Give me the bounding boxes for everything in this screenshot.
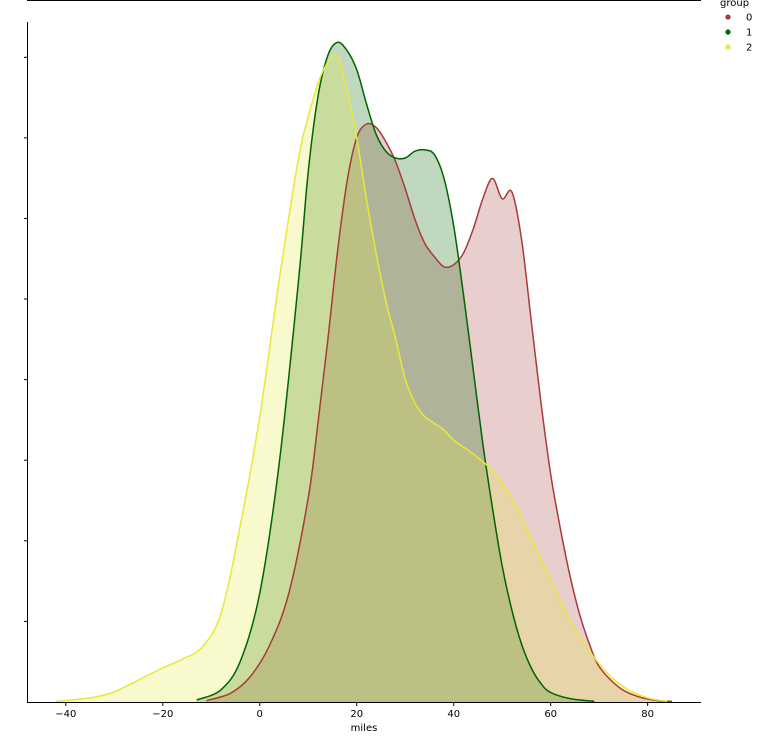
x-tick-label: 0 <box>257 709 263 720</box>
density-fill-group-0 <box>206 123 672 703</box>
legend-items: 0 1 2 <box>725 13 752 54</box>
x-tick-label: −40 <box>55 709 76 720</box>
legend-marker <box>725 14 731 20</box>
y-ticks <box>24 56 28 622</box>
density-fill-group-2 <box>56 54 668 702</box>
density-lines <box>56 41 672 703</box>
density-line-group-2 <box>56 53 668 703</box>
x-tick-label: 80 <box>641 709 654 720</box>
x-axis-label: miles <box>351 723 378 734</box>
legend-item-group-0: 0 <box>725 13 752 24</box>
x-tick-label: −20 <box>152 709 173 720</box>
legend-label: 2 <box>746 43 752 54</box>
density-fill-group-1 <box>196 42 595 702</box>
density-line-group-0 <box>206 122 672 703</box>
x-tick-label: 20 <box>350 709 363 720</box>
legend-label: 1 <box>746 28 752 39</box>
legend: group 0 1 2 <box>720 0 752 54</box>
density-fills <box>56 42 672 703</box>
x-ticks: −40 −20 0 20 40 60 80 <box>55 702 654 720</box>
density-line-group-1 <box>196 41 595 703</box>
legend-marker <box>725 29 731 35</box>
legend-marker <box>725 44 731 50</box>
legend-title: group <box>720 0 749 9</box>
legend-item-group-1: 1 <box>725 28 752 39</box>
x-tick-label: 60 <box>544 709 557 720</box>
legend-item-group-2: 2 <box>725 43 752 54</box>
legend-label: 0 <box>746 13 752 24</box>
axes <box>27 0 701 703</box>
x-tick-label: 40 <box>447 709 460 720</box>
